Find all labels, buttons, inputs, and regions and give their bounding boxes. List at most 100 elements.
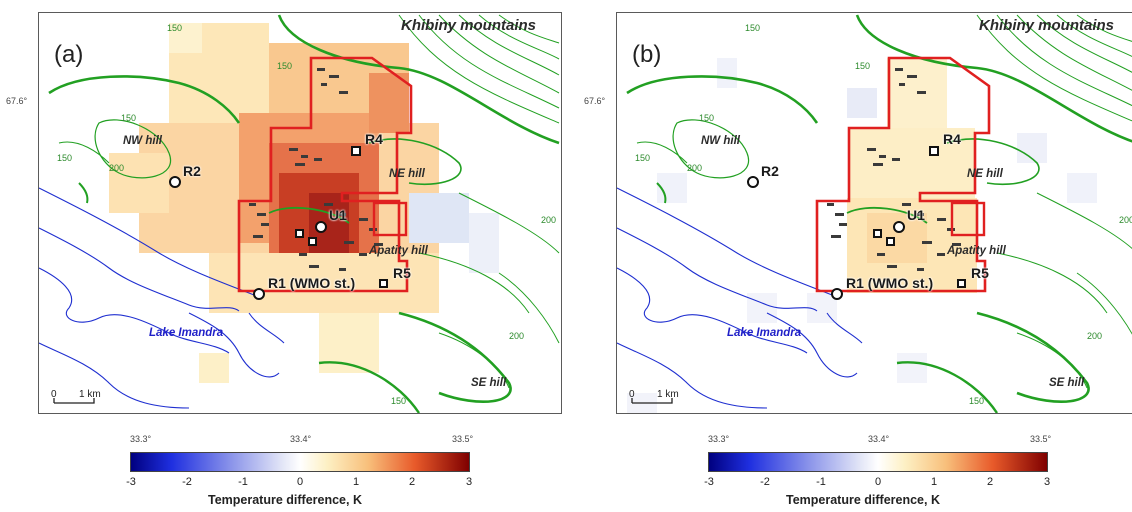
contour-label: 200 <box>1087 331 1103 341</box>
site-marker-2-b <box>886 237 895 246</box>
colorbar-tick: 0 <box>296 476 304 488</box>
station-markers-b <box>747 146 966 300</box>
contour-label: 150 <box>699 113 715 123</box>
latitude-tick-a: 67.6° <box>6 96 28 106</box>
colorbar-tick: 0 <box>874 476 882 488</box>
contour-label: 200 <box>687 163 703 173</box>
colorbar-tick: 3 <box>1043 476 1051 488</box>
colorbar-tick: 1 <box>930 476 938 488</box>
apatity-hill-label: Apatity hill <box>369 245 428 257</box>
r5-label: R5 <box>393 265 411 281</box>
scale-bar-a <box>53 398 95 404</box>
r5-marker-a <box>379 279 388 288</box>
longitude-tick: 33.3° <box>130 434 152 444</box>
map-panel-b: (b) Khibiny mountains NW hill NE hill Ap… <box>616 12 1132 414</box>
ne-hill-box-a <box>372 201 408 237</box>
u1-marker-a <box>315 221 327 233</box>
apatity-hill-label: Apatity hill <box>947 245 1006 257</box>
r4-label: R4 <box>365 131 383 147</box>
scale-distance-label: 1 km <box>79 389 101 400</box>
colorbar-gradient-a <box>131 453 469 471</box>
colorbar-tick: -3 <box>126 476 136 488</box>
lake-imandra-label: Lake Imandra <box>727 327 802 339</box>
longitude-tick: 33.4° <box>290 434 312 444</box>
contour-label: 150 <box>277 61 293 71</box>
u1-marker-b <box>893 221 905 233</box>
longitude-tick: 33.5° <box>452 434 474 444</box>
r1-marker-a <box>253 288 265 300</box>
contour-label: 150 <box>391 396 407 406</box>
colorbar-title-a: Temperature difference, K <box>208 493 362 507</box>
u1-label: U1 <box>329 207 347 223</box>
colorbar-gradient-b <box>709 453 1047 471</box>
r2-marker-b <box>747 176 759 188</box>
se-hill-label: SE hill <box>1049 377 1085 389</box>
site-marker-1-b <box>873 229 882 238</box>
contour-label: 200 <box>109 163 125 173</box>
study-domain-outline-a <box>237 56 413 293</box>
khibiny-mountains-label: Khibiny mountains <box>979 17 1114 34</box>
contour-label: 150 <box>635 153 651 163</box>
r1-marker-b <box>831 288 843 300</box>
lake-outline-b <box>617 187 863 409</box>
latitude-tick-b: 67.6° <box>584 96 606 106</box>
colorbar-tick: 2 <box>986 476 994 488</box>
ne-hill-label: NE hill <box>389 168 425 180</box>
map-canvas-a <box>39 14 560 413</box>
r2-label: R2 <box>183 163 201 179</box>
r2-marker-a <box>169 176 181 188</box>
site-marker-1-a <box>295 229 304 238</box>
contour-label: 150 <box>745 23 761 33</box>
temperature-grid-b <box>627 58 1097 413</box>
scale-bar-b <box>631 398 673 404</box>
elevation-contours-b <box>626 14 1132 413</box>
contour-label: 150 <box>969 396 985 406</box>
u1-label: U1 <box>907 207 925 223</box>
contour-label: 150 <box>167 23 183 33</box>
colorbar-tick: -1 <box>816 476 826 488</box>
khibiny-mountains-label: Khibiny mountains <box>401 17 536 34</box>
colorbar-tick: 1 <box>352 476 360 488</box>
colorbar-tick: 3 <box>465 476 473 488</box>
map-panel-a: (a) Khibiny mountains NW hill NE hill Ap… <box>38 12 562 414</box>
contour-label: 150 <box>121 113 137 123</box>
nw-hill-label: NW hill <box>123 135 162 147</box>
scale-zero-label: 0 <box>629 389 635 400</box>
r5-marker-b <box>957 279 966 288</box>
longitude-tick: 33.5° <box>1030 434 1052 444</box>
map-canvas-b <box>617 14 1132 413</box>
ne-hill-box-b <box>950 201 986 237</box>
elevation-contours-a <box>48 14 560 413</box>
station-markers-a <box>169 146 388 300</box>
r1-label: R1 (WMO st.) <box>846 275 934 291</box>
r4-label: R4 <box>943 131 961 147</box>
colorbar-tick: -2 <box>182 476 192 488</box>
scale-zero-label: 0 <box>51 389 57 400</box>
colorbar-tick: -2 <box>760 476 770 488</box>
r2-label: R2 <box>761 163 779 179</box>
panel-letter-b: (b) <box>632 41 662 68</box>
r5-label: R5 <box>971 265 989 281</box>
scale-distance-label: 1 km <box>657 389 679 400</box>
study-domain-outline-b <box>815 56 991 293</box>
colorbar-tick: -1 <box>238 476 248 488</box>
colorbar-b <box>708 452 1048 472</box>
se-hill-label: SE hill <box>471 377 507 389</box>
contour-label: 150 <box>57 153 73 163</box>
nw-hill-label: NW hill <box>701 135 740 147</box>
colorbar-tick: 2 <box>408 476 416 488</box>
ne-hill-label: NE hill <box>967 168 1003 180</box>
contour-label: 200 <box>1119 215 1132 225</box>
lake-outline-a <box>39 187 285 409</box>
contour-label: 200 <box>509 331 525 341</box>
colorbar-a <box>130 452 470 472</box>
colorbar-tick: -3 <box>704 476 714 488</box>
panel-letter-a: (a) <box>54 41 84 68</box>
temperature-grid-a <box>109 23 499 383</box>
lake-imandra-label: Lake Imandra <box>149 327 224 339</box>
longitude-tick: 33.3° <box>708 434 730 444</box>
longitude-tick: 33.4° <box>868 434 890 444</box>
r4-marker-b <box>929 146 939 156</box>
contour-label: 150 <box>855 61 871 71</box>
r1-label: R1 (WMO st.) <box>268 275 356 291</box>
